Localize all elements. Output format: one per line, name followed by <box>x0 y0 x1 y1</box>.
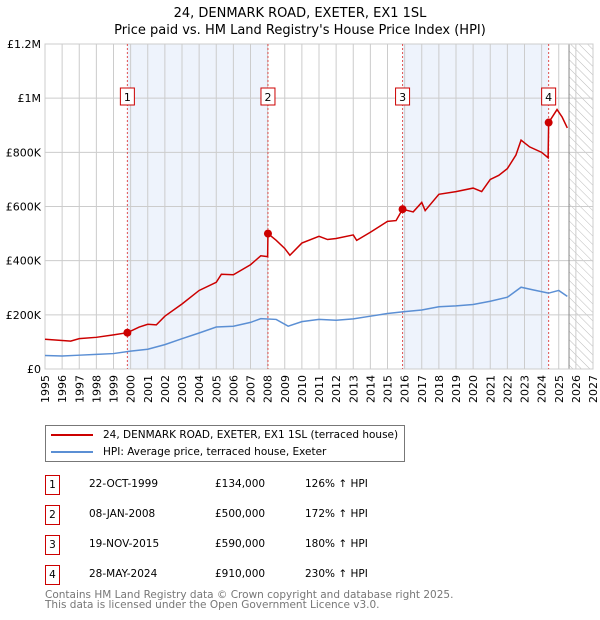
plot-area: 1995 1996 1997 1998 1999 2000 2001 2002 2003 2004… <box>6 38 600 403</box>
sale-marker-box <box>119 87 135 106</box>
sale-number: 4 <box>45 565 60 585</box>
sale-point <box>123 328 132 337</box>
sale-hpi-change: 126% ↑ HPI <box>305 478 368 490</box>
sale-row: 2 08-JAN-2008 £500,000 172% ↑ HPI <box>45 505 445 525</box>
x-tick-label: 2013 <box>347 375 360 403</box>
legend-swatch-blue <box>51 451 93 453</box>
x-tick-label: 2026 <box>570 375 583 403</box>
legend: 24, DENMARK ROAD, EXETER, EX1 1SL (terra… <box>45 425 405 462</box>
sale-hpi-change: 172% ↑ HPI <box>305 508 368 520</box>
x-tick-label: 2010 <box>296 375 309 403</box>
y-tick-label: £0 <box>27 363 41 376</box>
y-tick-label: £800K <box>6 146 42 159</box>
series-line <box>44 286 568 357</box>
x-tick-label: 2025 <box>553 375 566 403</box>
sale-marker-label: 1 <box>124 91 131 104</box>
x-tick-label: 2018 <box>433 375 446 403</box>
x-tick-label: 2004 <box>193 375 206 403</box>
sale-marker-label: 4 <box>545 91 552 104</box>
legend-label: HPI: Average price, terraced house, Exet… <box>103 446 327 458</box>
sale-number: 2 <box>45 505 60 525</box>
x-tick-label: 2007 <box>245 375 258 403</box>
x-tick-label: 2012 <box>330 375 343 403</box>
x-tick-label: 2020 <box>467 375 480 403</box>
sale-date: 19-NOV-2015 <box>89 538 160 550</box>
sale-marker-box <box>260 87 276 106</box>
x-tick-label: 1995 <box>39 375 52 403</box>
sale-marker-label: 3 <box>399 91 406 104</box>
sale-number: 1 <box>45 475 60 495</box>
sale-point <box>544 118 553 127</box>
sale-row: 4 28-MAY-2024 £910,000 230% ↑ HPI <box>45 565 445 585</box>
x-tick-label: 2015 <box>382 375 395 403</box>
sale-price: £910,000 <box>215 568 266 580</box>
sale-point <box>263 229 272 238</box>
y-tick-label: £600K <box>6 201 42 214</box>
legend-item-hpi: HPI: Average price, terraced house, Exet… <box>51 444 326 460</box>
footer-line-2: This data is licensed under the Open Gov… <box>45 599 380 611</box>
sale-number: 3 <box>45 535 60 555</box>
x-tick-label: 2024 <box>536 375 549 403</box>
sale-hpi-change: 180% ↑ HPI <box>305 538 368 550</box>
footer: Contains HM Land Registry data © Crown c… <box>45 589 454 611</box>
y-tick-label: £200K <box>6 309 42 322</box>
x-tick-label: 2017 <box>416 375 429 403</box>
sale-price: £134,000 <box>215 478 266 490</box>
x-tick-label: 2009 <box>279 375 292 403</box>
sale-hpi-change: 230% ↑ HPI <box>305 568 368 580</box>
sale-marker-box <box>395 87 411 106</box>
x-tick-label: 2001 <box>142 375 155 403</box>
plot-frame <box>44 43 594 370</box>
sale-price: £590,000 <box>215 538 266 550</box>
x-tick-label: 2002 <box>159 375 172 403</box>
sale-marker-box <box>541 87 557 106</box>
x-tick-label: 2027 <box>587 375 600 403</box>
x-tick-label: 2011 <box>313 375 326 403</box>
x-tick-label: 2000 <box>125 375 138 403</box>
x-tick-label: 2014 <box>364 375 377 403</box>
legend-swatch-red <box>51 434 93 436</box>
sale-date: 08-JAN-2008 <box>89 508 156 520</box>
x-tick-label: 2005 <box>210 375 223 403</box>
sale-marker-label: 2 <box>264 91 271 104</box>
y-tick-label: £1.2M <box>7 38 41 51</box>
x-tick-label: 2021 <box>484 375 497 403</box>
series-line <box>44 108 568 342</box>
x-tick-label: 2023 <box>519 375 532 403</box>
x-tick-label: 1997 <box>73 375 86 403</box>
x-tick-label: 2006 <box>227 375 240 403</box>
y-tick-label: £1M <box>18 92 42 105</box>
sale-date: 22-OCT-1999 <box>89 478 158 490</box>
footer-line-1: Contains HM Land Registry data © Crown c… <box>45 589 454 601</box>
x-tick-label: 1999 <box>108 375 121 403</box>
x-tick-label: 1996 <box>56 375 69 403</box>
legend-item-property: 24, DENMARK ROAD, EXETER, EX1 1SL (terra… <box>51 427 398 443</box>
sale-price: £500,000 <box>215 508 266 520</box>
chart-subtitle: Price paid vs. HM Land Registry's House … <box>114 23 486 38</box>
sale-date: 28-MAY-2024 <box>89 568 158 580</box>
chart-title: 24, DENMARK ROAD, EXETER, EX1 1SL <box>173 6 427 21</box>
x-tick-label: 1998 <box>90 375 103 403</box>
x-tick-label: 2019 <box>450 375 463 403</box>
x-tick-label: 2022 <box>501 375 514 403</box>
legend-label: 24, DENMARK ROAD, EXETER, EX1 1SL (terra… <box>103 429 399 441</box>
sale-point <box>398 205 407 214</box>
y-tick-label: £400K <box>6 255 42 268</box>
x-tick-label: 2008 <box>262 375 275 403</box>
x-tick-label: 2016 <box>399 375 412 403</box>
x-tick-label: 2003 <box>176 375 189 403</box>
sale-row: 3 19-NOV-2015 £590,000 180% ↑ HPI <box>45 535 445 555</box>
sale-row: 1 22-OCT-1999 £134,000 126% ↑ HPI <box>45 475 445 495</box>
